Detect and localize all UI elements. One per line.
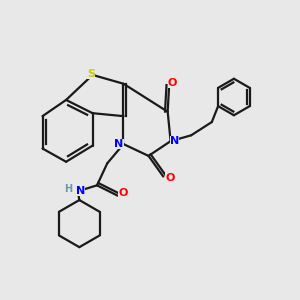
Text: N: N [115, 139, 124, 148]
Text: H: H [64, 184, 73, 194]
Text: N: N [169, 136, 179, 146]
Text: O: O [168, 78, 177, 88]
Text: S: S [87, 69, 95, 79]
Text: O: O [118, 188, 128, 198]
Text: O: O [165, 173, 174, 183]
Text: N: N [76, 186, 85, 196]
